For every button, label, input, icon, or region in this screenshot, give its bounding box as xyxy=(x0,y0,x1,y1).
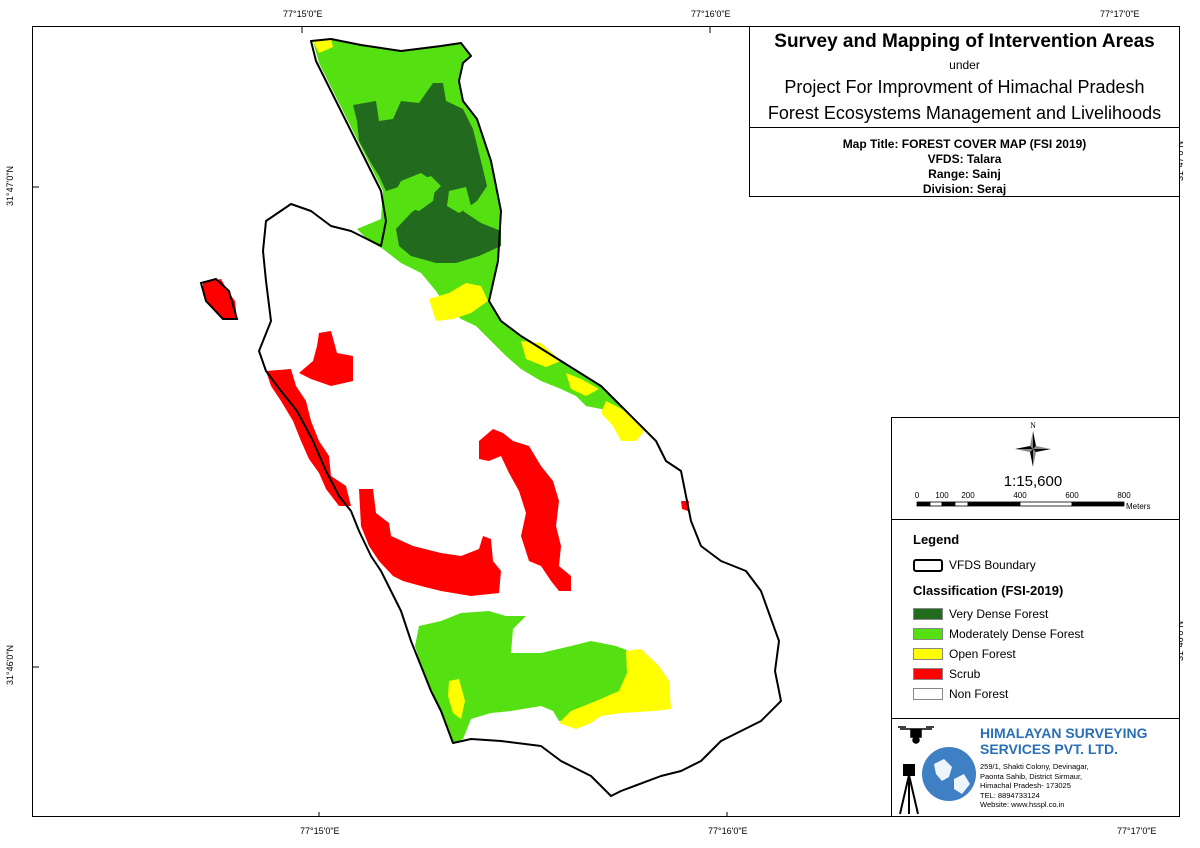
legend-label: Moderately Dense Forest xyxy=(949,627,1084,641)
coord-bottom-1: 77°15'0"E xyxy=(300,826,340,836)
range-name: Range: Sainj xyxy=(928,167,1001,181)
address-line: 259/1, Shakti Colony, Devinagar, xyxy=(980,762,1089,771)
open-forest-swatch xyxy=(913,648,943,660)
very-dense-swatch xyxy=(913,608,943,620)
scale-tick: 0 xyxy=(915,491,920,500)
very-dense-forest xyxy=(353,83,501,263)
scale-tick: 600 xyxy=(1065,491,1079,500)
scrub-area xyxy=(359,489,501,596)
legend-label: Very Dense Forest xyxy=(949,607,1049,621)
coord-left-1: 31°47'0"N xyxy=(5,165,16,207)
legend-title: Legend xyxy=(913,532,960,547)
scale-unit: Meters xyxy=(1126,502,1150,511)
project-line-2: Forest Ecosystems Management and Livelih… xyxy=(767,103,1162,123)
scale-tick: 800 xyxy=(1117,491,1131,500)
legend-block: Legend VFDS Boundary Classification (FSI… xyxy=(891,519,1180,719)
boundary-swatch xyxy=(913,558,943,572)
title-under: under xyxy=(949,58,980,72)
open-forest-north xyxy=(521,341,561,367)
legend-label: Open Forest xyxy=(949,647,1016,661)
drone-icon xyxy=(898,726,934,744)
moderately-dense-patch xyxy=(393,173,436,211)
scrub-area xyxy=(266,369,351,506)
coord-bottom-2: 77°16'0"E xyxy=(708,826,748,836)
scrub-area xyxy=(203,279,237,319)
phone-line: TEL: 8894733124 xyxy=(980,790,1040,800)
legend-label: VFDS Boundary xyxy=(949,558,1036,572)
coord-left-2: 31°46'0"N xyxy=(5,644,16,686)
scrub-swatch xyxy=(913,668,943,680)
open-forest-north xyxy=(601,401,646,441)
map-title: Map Title: FOREST COVER MAP (FSI 2019) xyxy=(842,137,1087,151)
address-line: Paonta Sahib, District Sirmaur, xyxy=(980,771,1083,781)
coord-bottom-3: 77°17'0"E xyxy=(1117,826,1157,836)
map-info-block: Map Title: FOREST COVER MAP (FSI 2019) V… xyxy=(749,127,1180,197)
scale-ratio: 1:15,600 xyxy=(1004,473,1062,490)
moderately-dense-swatch xyxy=(913,628,943,640)
moderately-dense-patch xyxy=(447,187,471,213)
north-arrow-and-scalebar: N 1:15,600 0 100 200 400 600 800 Meters xyxy=(915,421,1151,511)
legend-item-very-dense: Very Dense Forest xyxy=(913,604,1179,624)
classification-title: Classification (FSI-2019) xyxy=(913,583,1064,598)
scale-bar xyxy=(916,501,1125,507)
main-title: Survey and Mapping of Intervention Areas xyxy=(774,31,1155,52)
scrub-area xyxy=(479,429,571,591)
address-line: Himachal Pradesh- 173025 xyxy=(980,781,1071,790)
legend-item-boundary: VFDS Boundary xyxy=(913,555,1179,575)
open-forest-south xyxy=(448,679,465,719)
company-block: HIMALAYAN SURVEYING SERVICES PVT. LTD. 2… xyxy=(891,718,1180,817)
open-forest-north xyxy=(313,39,333,53)
forest-cover-map[interactable] xyxy=(33,27,1180,817)
company-name-line-2: SERVICES PVT. LTD. xyxy=(980,741,1118,757)
non-forest-swatch xyxy=(913,688,943,700)
project-line-1: Project For Improvment of Himachal Prade… xyxy=(784,77,1145,97)
company-logo xyxy=(898,726,976,815)
company-address: 259/1, Shakti Colony, Devinagar, Paonta … xyxy=(980,762,1089,810)
company-name: HIMALAYAN SURVEYING SERVICES PVT. LTD. xyxy=(980,725,1148,757)
north-arrow-icon xyxy=(1015,431,1051,467)
legend-item-moderately-dense: Moderately Dense Forest xyxy=(913,624,1179,644)
legend-item-scrub: Scrub xyxy=(913,664,1179,684)
legend-item-non-forest: Non Forest xyxy=(913,684,1179,704)
legend-label: Scrub xyxy=(949,667,981,681)
scale-block: N 1:15,600 0 100 200 400 600 800 Meters xyxy=(891,417,1180,520)
north-label: N xyxy=(1030,421,1036,430)
vfds-name: VFDS: Talara xyxy=(927,152,1002,166)
surveyor-tripod-icon xyxy=(899,764,919,815)
division-name: Division: Seraj xyxy=(922,182,1007,196)
scrub-area xyxy=(299,331,353,386)
title-block: Survey and Mapping of Intervention Areas… xyxy=(749,26,1180,128)
vfds-boundary-line xyxy=(258,38,782,797)
open-forest-north xyxy=(429,283,488,321)
coord-top-1: 77°15'0"E xyxy=(283,9,323,19)
vfds-boundary-line xyxy=(199,277,239,320)
open-forest-north xyxy=(566,373,599,396)
open-forest-south xyxy=(559,649,671,729)
scale-tick: 200 xyxy=(961,491,975,500)
scale-tick: 100 xyxy=(935,491,949,500)
legend-item-open-forest: Open Forest xyxy=(913,644,1179,664)
scale-tick-labels: 0 100 200 400 600 800 xyxy=(915,491,1131,500)
legend-label: Non Forest xyxy=(949,687,1009,701)
coord-top-3: 77°17'0"E xyxy=(1100,9,1140,19)
company-name-line-1: HIMALAYAN SURVEYING xyxy=(980,725,1148,741)
coord-top-2: 77°16'0"E xyxy=(691,9,731,19)
scale-tick: 400 xyxy=(1013,491,1027,500)
website-line[interactable]: Website: www.hsspl.co.in xyxy=(980,800,1065,809)
